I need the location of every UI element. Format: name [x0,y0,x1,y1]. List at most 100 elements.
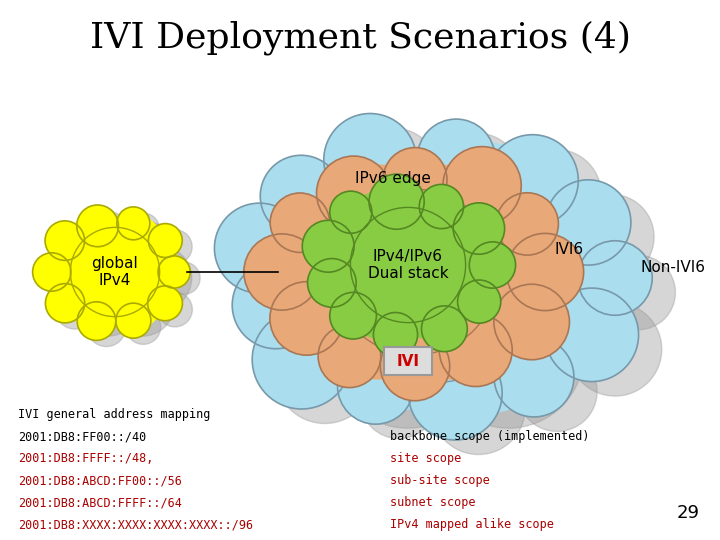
Circle shape [55,290,94,329]
Circle shape [86,211,128,253]
Circle shape [317,156,391,230]
Circle shape [510,149,601,241]
Circle shape [453,203,505,254]
Circle shape [55,227,94,267]
Text: Non-IVI6: Non-IVI6 [640,260,705,275]
Circle shape [410,143,561,293]
Circle shape [258,202,410,353]
Circle shape [433,278,584,428]
Circle shape [419,184,464,228]
Text: subnet scope: subnet scope [390,496,475,509]
Circle shape [324,113,416,206]
Circle shape [569,194,654,280]
Circle shape [126,309,161,345]
Circle shape [330,173,539,382]
Circle shape [487,134,578,226]
Circle shape [458,280,501,323]
Circle shape [431,361,526,455]
Circle shape [421,306,467,352]
Circle shape [443,147,521,225]
Circle shape [127,246,192,310]
Circle shape [496,193,559,255]
Circle shape [42,259,81,298]
Circle shape [347,128,440,221]
Circle shape [330,292,377,339]
Circle shape [148,286,182,321]
Circle shape [252,310,351,409]
Circle shape [506,233,584,310]
Circle shape [494,284,570,360]
Circle shape [281,212,400,332]
Circle shape [383,147,447,212]
Circle shape [577,241,652,315]
Circle shape [369,174,424,230]
Circle shape [302,220,354,272]
Circle shape [309,263,460,414]
Circle shape [469,242,516,288]
Circle shape [32,253,71,291]
Circle shape [81,234,170,323]
Circle shape [439,314,512,387]
Circle shape [318,164,438,284]
Circle shape [568,302,662,396]
Text: 2001:DB8:ABCD:FFFF::/64: 2001:DB8:ABCD:FFFF::/64 [18,496,182,509]
Circle shape [418,119,495,197]
Text: 2001:DB8:ABCD:FF00::/56: 2001:DB8:ABCD:FF00::/56 [18,474,182,487]
Circle shape [380,332,450,401]
Circle shape [77,302,116,340]
Circle shape [158,230,192,264]
Text: 2001:DB8:XXXX:XXXX:XXXX:XXXX::/96: 2001:DB8:XXXX:XXXX:XXXX:XXXX::/96 [18,518,253,531]
Circle shape [601,255,675,330]
Circle shape [45,221,84,260]
Circle shape [48,240,113,304]
Circle shape [100,266,165,330]
Circle shape [318,260,438,380]
FancyBboxPatch shape [384,347,432,375]
Circle shape [410,263,561,414]
Text: 29: 29 [677,504,700,522]
Circle shape [260,156,342,237]
Text: IVI: IVI [397,354,420,368]
Circle shape [158,292,192,327]
Text: 2001:DB8:FFFF::/48,: 2001:DB8:FFFF::/48, [18,452,153,465]
Circle shape [494,337,574,417]
Circle shape [256,276,343,363]
Circle shape [333,278,483,428]
Circle shape [284,170,365,251]
Circle shape [76,220,140,285]
Circle shape [351,207,466,322]
Circle shape [545,288,639,382]
Circle shape [110,220,174,285]
Text: sub-site scope: sub-site scope [390,474,490,487]
Circle shape [117,207,150,240]
Circle shape [318,224,402,307]
Circle shape [408,346,502,440]
Circle shape [45,284,85,323]
Circle shape [546,180,631,265]
Text: IPv4/IPv6
Dual stack: IPv4/IPv6 Dual stack [368,249,449,281]
Circle shape [117,240,181,304]
Circle shape [100,214,164,279]
Circle shape [66,214,130,279]
Circle shape [415,224,498,307]
Circle shape [66,266,130,330]
Circle shape [338,348,414,424]
Circle shape [441,133,518,211]
Text: IPv6 edge: IPv6 edge [355,171,431,186]
Circle shape [390,256,474,340]
Circle shape [354,188,562,397]
Circle shape [460,202,611,353]
Circle shape [215,203,305,293]
Circle shape [392,260,512,380]
Circle shape [307,259,356,307]
Text: IVI6: IVI6 [555,242,584,258]
Circle shape [148,224,182,258]
Circle shape [168,262,200,294]
Circle shape [343,190,426,273]
Circle shape [158,256,190,288]
Circle shape [361,362,437,438]
Text: backbone scope (implemented): backbone scope (implemented) [390,430,590,443]
Circle shape [517,352,597,431]
Text: IVI general address mapping: IVI general address mapping [18,408,210,421]
Text: site scope: site scope [390,452,462,465]
